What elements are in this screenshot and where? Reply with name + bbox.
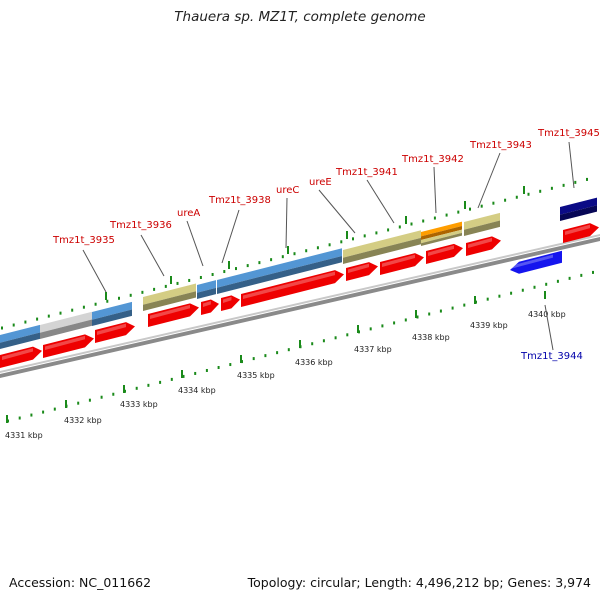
tick-label: 4331 kbp <box>5 431 43 440</box>
map-title: Thauera sp. MZ1T, complete genome <box>174 9 426 25</box>
gene-label: Tmz1t_3938 <box>208 195 271 206</box>
tick-label: 4334 kbp <box>178 386 216 395</box>
leader-line <box>568 141 575 189</box>
upper-tick-row <box>1 177 588 330</box>
leader-line <box>186 220 204 267</box>
cds-arrow <box>426 243 463 264</box>
leader-line <box>318 189 356 234</box>
cds-arrow <box>466 236 501 256</box>
cds-arrow <box>95 322 135 343</box>
cds-arrow <box>241 270 344 307</box>
leader-line <box>433 166 437 214</box>
gene-band <box>421 229 462 246</box>
gene-label: Tmz1t_3941 <box>335 167 398 178</box>
leader-line <box>477 152 501 209</box>
cds-arrow <box>380 253 424 275</box>
gene-label: ureA <box>177 208 200 219</box>
gene-band <box>40 311 92 339</box>
tick-label: 4336 kbp <box>295 358 333 367</box>
gene-label: Tmz1t_3942 <box>401 154 464 165</box>
leader-line <box>366 179 395 224</box>
gene-label: Tmz1t_3943 <box>469 140 532 151</box>
gene-band <box>92 301 132 326</box>
topology-text: Topology: circular; Length: 4,496,212 bp… <box>247 575 591 590</box>
cds-arrow <box>43 334 94 358</box>
gene-label: Tmz1t_3945 <box>537 128 600 139</box>
gene-band <box>421 221 462 240</box>
gene-label: Tmz1t_3936 <box>109 220 172 231</box>
gene-band <box>217 248 342 294</box>
tick-label: 4339 kbp <box>470 321 508 330</box>
gene-band <box>197 280 216 299</box>
leader-line <box>82 249 107 293</box>
gene-band <box>143 283 196 311</box>
gene-label: Tmz1t_3944 <box>520 351 583 362</box>
tick-label: 4333 kbp <box>120 400 158 409</box>
leader-line <box>221 209 240 264</box>
cds-arrow <box>201 299 219 315</box>
tick-label: 4337 kbp <box>354 345 392 354</box>
cds-arrow <box>346 262 378 281</box>
gene-label: ureC <box>276 185 299 196</box>
gene-band <box>343 230 421 264</box>
cds-arrow <box>563 223 599 243</box>
cds-arrow <box>148 303 199 327</box>
cds-arrow <box>0 346 42 368</box>
backbone-line <box>0 237 600 378</box>
gene-band <box>0 324 40 349</box>
tick-label: 4332 kbp <box>64 416 102 425</box>
cds-arrow-reverse <box>510 250 562 274</box>
leader-line <box>285 197 288 249</box>
leader-line <box>544 304 554 351</box>
tick-label: 4338 kbp <box>412 333 450 342</box>
cds-arrow <box>221 295 240 311</box>
accession-text: Accession: NC_011662 <box>9 575 152 590</box>
tick-label: 4335 kbp <box>237 371 275 380</box>
gene-band <box>464 212 500 236</box>
leader-line <box>140 234 165 277</box>
gene-label: ureE <box>309 177 332 188</box>
backbone-highlight <box>0 234 600 373</box>
gene-band <box>560 197 597 221</box>
gene-label: Tmz1t_3935 <box>52 235 115 246</box>
